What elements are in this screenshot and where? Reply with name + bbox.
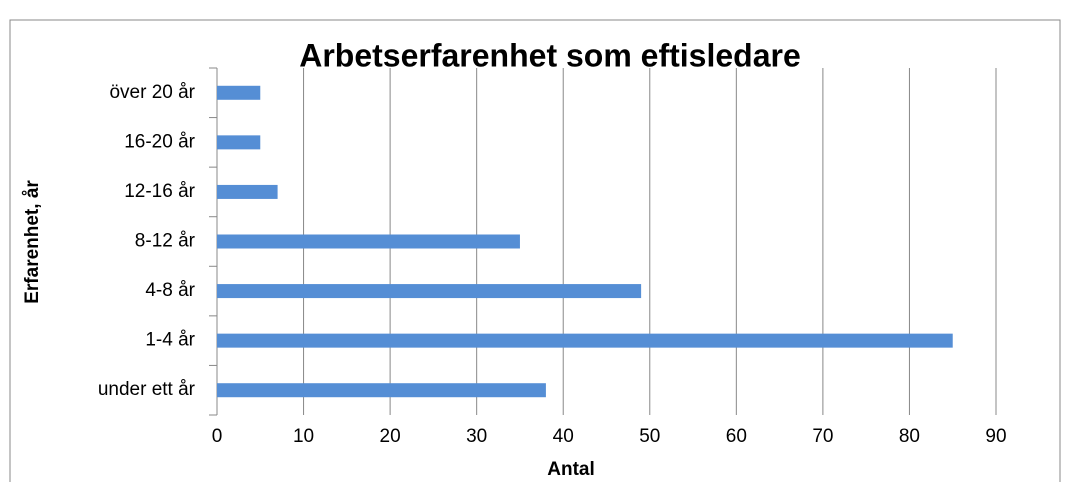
y-tick-label: 1-4 år — [145, 330, 195, 351]
bar — [217, 135, 261, 150]
x-axis-label: Antal — [547, 459, 595, 480]
x-tick-label: 20 — [380, 426, 401, 447]
chart-title: Arbetserfarenhet som eftisledare — [299, 37, 801, 73]
y-tick-label: 12-16 år — [124, 181, 195, 202]
y-tick-label: 8-12 år — [135, 231, 196, 252]
bar — [217, 184, 278, 199]
x-tick-label: 60 — [726, 426, 747, 447]
x-tick-label: 10 — [293, 426, 314, 447]
x-tick-label: 70 — [812, 426, 833, 447]
x-tick-label: 80 — [899, 426, 920, 447]
x-tick-label: 30 — [466, 426, 487, 447]
bar — [217, 85, 261, 100]
y-axis-label: Erfarenhet, år — [22, 180, 43, 304]
y-tick-label: över 20 år — [109, 82, 195, 103]
y-tick-label: 4-8 år — [145, 280, 195, 301]
chart-border — [9, 19, 1061, 482]
y-tick-label: 16-20 år — [124, 131, 195, 152]
bar — [217, 333, 953, 348]
bar — [217, 234, 520, 249]
bar — [217, 383, 546, 398]
bar — [217, 284, 642, 299]
x-tick-label: 0 — [212, 426, 223, 447]
x-tick-label: 90 — [985, 426, 1006, 447]
x-tick-label: 40 — [553, 426, 574, 447]
x-tick-label: 50 — [639, 426, 660, 447]
y-tick-label: under ett år — [98, 379, 196, 400]
